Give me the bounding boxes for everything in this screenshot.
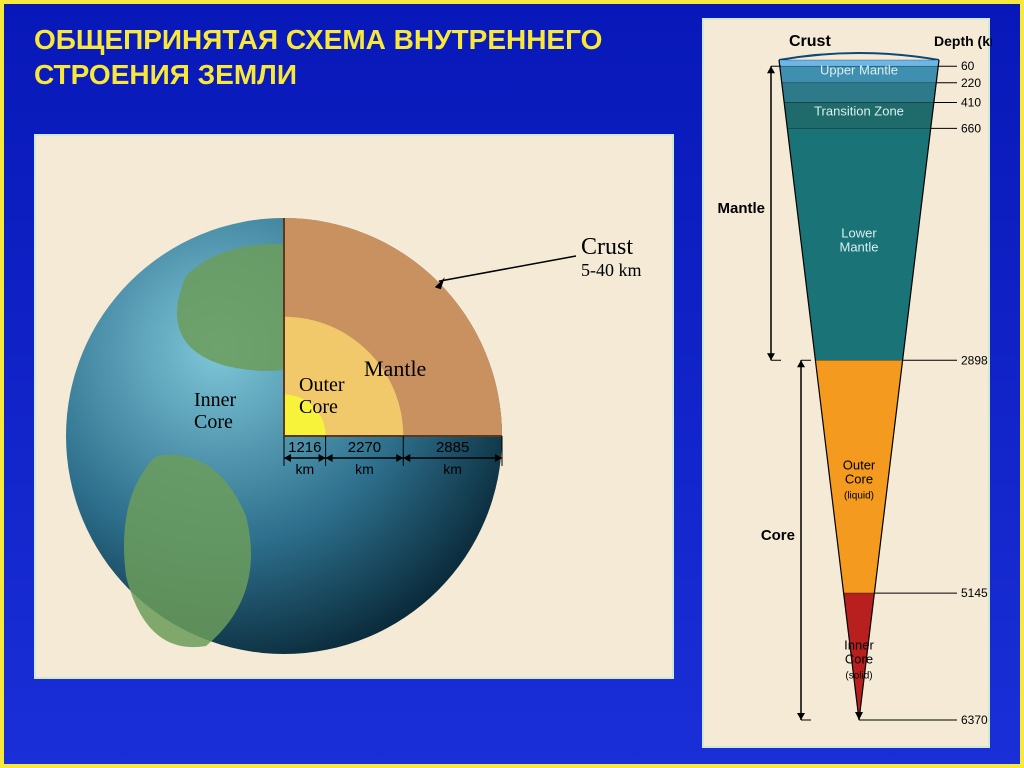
slide-title: ОБЩЕПРИНЯТАЯ СХЕМА ВНУТРЕННЕГО СТРОЕНИЯ … [4, 4, 644, 92]
svg-text:660: 660 [961, 121, 981, 135]
svg-text:Mantle: Mantle [364, 356, 426, 381]
svg-text:Outer: Outer [843, 458, 876, 473]
svg-text:6370: 6370 [961, 713, 988, 727]
svg-text:Transition Zone: Transition Zone [814, 103, 904, 118]
wedge-diagram: Crust Depth (km) Upper Mantle Transition Zo… [704, 20, 992, 750]
svg-text:Lower: Lower [841, 225, 877, 240]
svg-text:km: km [443, 461, 462, 477]
svg-text:km: km [295, 461, 314, 477]
svg-text:5145: 5145 [961, 586, 988, 600]
svg-text:(liquid): (liquid) [844, 491, 874, 502]
svg-text:Core: Core [761, 527, 795, 544]
svg-text:Inner: Inner [194, 389, 237, 411]
svg-text:Core: Core [299, 396, 338, 418]
svg-text:Upper Mantle: Upper Mantle [820, 63, 898, 78]
title-line-2: СТРОЕНИЯ ЗЕМЛИ [34, 59, 297, 90]
svg-text:(solid): (solid) [845, 671, 872, 682]
svg-text:Depth (km): Depth (km) [934, 33, 992, 49]
svg-text:2898: 2898 [961, 353, 988, 367]
globe-panel: Crust5-40 kmMantleOuterCoreInnerCore1216… [34, 134, 674, 679]
svg-text:5-40 km: 5-40 km [581, 260, 642, 280]
svg-text:1216: 1216 [288, 439, 321, 456]
svg-text:Mantle: Mantle [717, 200, 765, 217]
svg-text:60: 60 [961, 59, 975, 73]
svg-text:Core: Core [845, 652, 873, 667]
title-line-1: ОБЩЕПРИНЯТАЯ СХЕМА ВНУТРЕННЕГО [34, 24, 602, 55]
svg-text:Crust: Crust [789, 33, 831, 50]
globe-diagram: Crust5-40 kmMantleOuterCoreInnerCore1216… [36, 136, 676, 681]
svg-text:2885: 2885 [436, 439, 469, 456]
wedge-panel: Crust Depth (km) Upper Mantle Transition Zo… [702, 18, 990, 748]
svg-text:Mantle: Mantle [839, 239, 878, 254]
svg-text:Crust: Crust [581, 234, 633, 260]
svg-text:Core: Core [845, 472, 873, 487]
svg-text:410: 410 [961, 95, 981, 109]
svg-text:220: 220 [961, 76, 981, 90]
svg-text:2270: 2270 [348, 439, 381, 456]
svg-text:km: km [355, 461, 374, 477]
svg-text:Outer: Outer [299, 374, 345, 396]
svg-text:Core: Core [194, 411, 233, 433]
